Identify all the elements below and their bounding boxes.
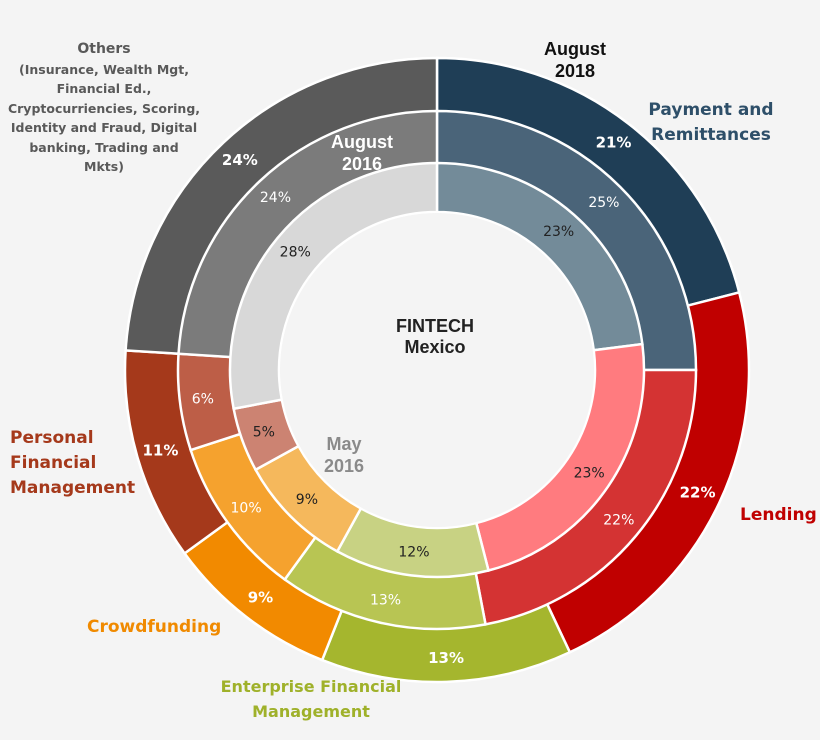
category-label-personal-line3: Management — [10, 478, 136, 498]
category-label-others-line4: Cryptocurriencies, Scoring, — [7, 100, 201, 116]
category-label-lending: Lending — [740, 503, 817, 528]
data-label-inner-personal: 5% — [253, 424, 275, 440]
category-label-crowdfunding-line1: Crowdfunding — [87, 617, 222, 637]
data-label-middle-enterprise: 13% — [370, 592, 401, 608]
category-label-payment-line2: Remittances — [651, 125, 771, 145]
slice-inner-others — [228, 161, 439, 411]
data-label-middle-others: 24% — [260, 190, 291, 206]
data-label-outer-enterprise: 13% — [428, 649, 464, 667]
category-label-personal-line2: Financial — [10, 453, 97, 473]
center-title: FINTECH Mexico — [335, 316, 535, 358]
category-label-payment: Payment and Remittances — [636, 98, 786, 148]
category-label-others-line2: (Insurance, Wealth Mgt, — [19, 61, 189, 77]
ring-label-inner-line1: May — [326, 434, 362, 454]
ring-label-outer-line2: 2018 — [554, 61, 596, 81]
category-label-others: Others (Insurance, Wealth Mgt, Financial… — [4, 40, 204, 177]
data-label-inner-others: 28% — [280, 245, 311, 261]
data-label-outer-personal: 11% — [142, 441, 178, 459]
center-title-line1: FINTECH — [396, 316, 474, 336]
data-label-inner-payment: 23% — [543, 224, 574, 240]
category-label-lending-line1: Lending — [740, 505, 817, 525]
category-label-payment-line1: Payment and — [648, 100, 774, 120]
category-label-others-line7: Mkts) — [84, 159, 124, 174]
category-label-enterprise: Enterprise Financial Management — [206, 674, 416, 724]
data-label-outer-crowdfunding: 9% — [248, 589, 273, 607]
category-label-others-line1: Others — [77, 41, 131, 57]
data-label-inner-crowdfunding: 9% — [296, 492, 318, 508]
category-label-crowdfunding: Crowdfunding — [87, 615, 221, 640]
category-label-personal: Personal Financial Management — [10, 426, 135, 501]
ring-label-middle: August 2016 — [302, 131, 422, 175]
data-label-middle-payment: 25% — [588, 195, 619, 211]
center-title-line2: Mexico — [404, 337, 466, 357]
ring-label-outer-line1: August — [544, 39, 606, 59]
ring-label-middle-line2: 2016 — [341, 154, 383, 174]
data-label-middle-lending: 22% — [603, 512, 634, 528]
data-label-outer-others: 24% — [222, 151, 258, 169]
data-label-middle-crowdfunding: 10% — [231, 501, 262, 517]
category-label-personal-line1: Personal — [10, 428, 94, 448]
data-label-outer-payment: 21% — [596, 133, 632, 151]
ring-label-inner: May 2016 — [284, 433, 404, 477]
donut-hole — [280, 213, 594, 527]
data-label-middle-personal: 6% — [192, 392, 214, 408]
data-label-inner-lending: 23% — [574, 465, 605, 481]
category-label-others-line6: banking, Trading and — [29, 139, 179, 155]
data-label-inner-enterprise: 12% — [398, 545, 429, 561]
data-label-outer-lending: 22% — [680, 484, 716, 502]
category-label-enterprise-line1: Enterprise Financial — [220, 677, 402, 696]
category-label-others-line3: Financial Ed., — [56, 81, 152, 96]
ring-label-outer: August 2018 — [515, 38, 635, 82]
ring-label-middle-line1: August — [331, 132, 393, 152]
ring-label-inner-line2: 2016 — [323, 456, 365, 476]
category-label-others-line5: Identity and Fraud, Digital — [10, 120, 198, 135]
category-label-enterprise-line2: Management — [252, 702, 370, 721]
